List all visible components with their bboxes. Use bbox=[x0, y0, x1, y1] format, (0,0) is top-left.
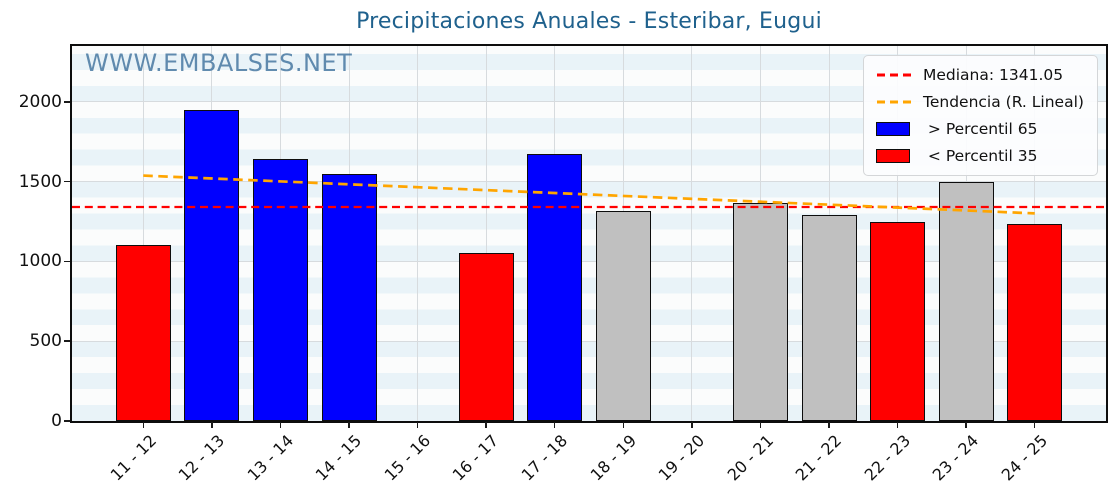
x-tick-mark bbox=[691, 422, 693, 428]
bar-14-15 bbox=[321, 173, 377, 421]
x-tick-label: 22 - 23 bbox=[860, 431, 915, 485]
chart-title: Precipitaciones Anuales - Esteribar, Eug… bbox=[356, 9, 822, 34]
x-tick-mark bbox=[1033, 422, 1036, 428]
x-tick-label: 17 - 18 bbox=[517, 431, 572, 485]
legend-item-above-percentile: > Percentil 65 bbox=[876, 119, 1087, 139]
x-tick-label: 13 - 14 bbox=[243, 431, 297, 485]
y-tick-mark bbox=[64, 420, 70, 422]
x-tick-label: 23 - 24 bbox=[929, 431, 983, 485]
x-tick-label: 18 - 19 bbox=[586, 431, 640, 485]
bar-18-19 bbox=[595, 211, 651, 421]
y-tick-label: 0 bbox=[51, 411, 62, 431]
x-tick-mark bbox=[965, 422, 967, 428]
x-tick-mark bbox=[896, 422, 899, 428]
y-tick-label: 1500 bbox=[18, 171, 62, 192]
x-tick-mark bbox=[622, 422, 625, 428]
y-tick-mark bbox=[64, 101, 70, 103]
legend-label-below: < Percentil 35 bbox=[923, 147, 1038, 165]
bar-22-23 bbox=[870, 221, 926, 421]
x-tick-mark bbox=[416, 422, 419, 428]
bar-13-14 bbox=[252, 159, 308, 421]
x-tick-mark bbox=[348, 422, 350, 428]
y-tick-mark bbox=[64, 340, 70, 342]
trend-dashed-line-icon bbox=[877, 100, 913, 104]
bar-11-12 bbox=[115, 244, 171, 421]
gridline-horizontal bbox=[72, 260, 1106, 262]
x-tick-mark bbox=[553, 422, 556, 428]
legend-item-trend: Tendencia (R. Lineal) bbox=[876, 92, 1087, 112]
x-tick-label: 15 - 16 bbox=[380, 431, 435, 485]
x-tick-mark bbox=[142, 422, 145, 428]
y-tick-label: 1000 bbox=[18, 251, 62, 272]
gridline-vertical bbox=[691, 46, 693, 421]
gridline-horizontal bbox=[72, 340, 1106, 342]
gridline-vertical bbox=[142, 46, 144, 421]
legend-label-above: > Percentil 65 bbox=[923, 120, 1038, 138]
x-tick-label: 11 - 12 bbox=[106, 431, 160, 485]
x-tick-mark bbox=[279, 422, 282, 428]
x-tick-label: 20 - 21 bbox=[723, 431, 777, 485]
y-tick-mark bbox=[64, 260, 70, 263]
x-tick-mark bbox=[211, 422, 213, 428]
gridline-horizontal bbox=[72, 101, 1106, 103]
legend: Mediana: 1341.05 Tendencia (R. Lineal) >… bbox=[863, 55, 1098, 176]
x-tick-label: 19 - 20 bbox=[654, 431, 709, 485]
red-bar-swatch-icon bbox=[876, 149, 910, 163]
y-tick-mark bbox=[64, 180, 70, 183]
gridline-vertical bbox=[485, 46, 487, 421]
y-tick-label: 2000 bbox=[18, 91, 62, 112]
watermark: WWW.EMBALSES.NET bbox=[85, 49, 353, 77]
x-tick-label: 24 - 25 bbox=[997, 431, 1052, 485]
x-tick-label: 16 - 17 bbox=[449, 431, 503, 485]
median-dashed-line-icon bbox=[877, 73, 913, 77]
x-tick-mark bbox=[828, 422, 830, 428]
bar-20-21 bbox=[732, 203, 788, 421]
bar-24-25 bbox=[1007, 223, 1063, 421]
x-tick-label: 12 - 13 bbox=[174, 431, 229, 485]
legend-item-below-percentile: < Percentil 35 bbox=[876, 146, 1087, 166]
legend-label-trend: Tendencia (R. Lineal) bbox=[923, 93, 1084, 111]
bar-16-17 bbox=[458, 252, 514, 421]
legend-item-median: Mediana: 1341.05 bbox=[876, 65, 1087, 85]
x-tick-mark bbox=[759, 422, 762, 428]
bar-17-18 bbox=[527, 153, 583, 421]
legend-label-median: Mediana: 1341.05 bbox=[923, 66, 1064, 84]
trend-line bbox=[143, 174, 1035, 215]
reference-lines-layer bbox=[72, 174, 1106, 215]
bar-21-22 bbox=[801, 215, 857, 421]
gridline-vertical bbox=[417, 46, 419, 421]
gridline-horizontal bbox=[72, 181, 1106, 183]
x-tick-label: 14 - 15 bbox=[311, 431, 366, 485]
bar-12-13 bbox=[184, 109, 240, 421]
x-tick-label: 21 - 22 bbox=[791, 431, 846, 485]
x-tick-mark bbox=[485, 422, 487, 428]
blue-bar-swatch-icon bbox=[876, 122, 910, 136]
y-tick-label: 500 bbox=[29, 331, 62, 352]
bar-23-24 bbox=[938, 181, 994, 421]
